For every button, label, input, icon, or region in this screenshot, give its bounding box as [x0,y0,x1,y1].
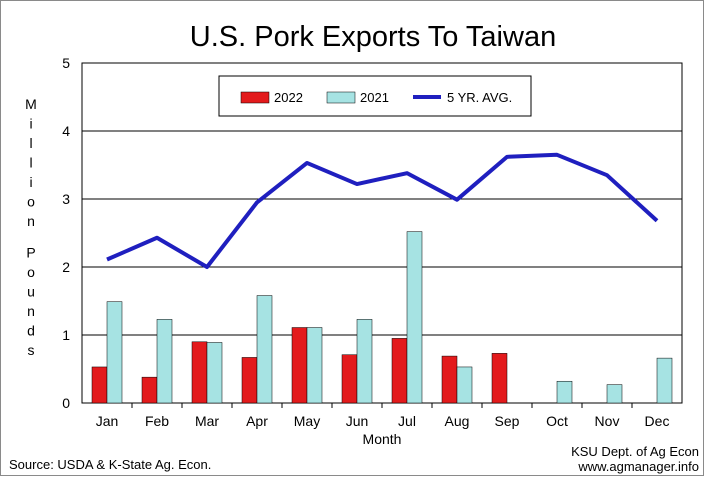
legend-label-2022: 2022 [274,90,303,105]
bar-2021-Mar [206,342,223,404]
x-tick-label: Feb [145,413,169,429]
x-tick-label: Nov [595,413,620,429]
x-tick-label: Mar [195,413,219,429]
bar-2021-Jul [406,231,423,404]
bar-2022-Apr [241,357,258,404]
bar-2021-May [306,327,323,404]
x-tick-label: Jun [346,413,369,429]
legend-swatch-2021 [326,91,356,104]
bar-2021-Oct [556,380,573,404]
y-axis-label-char: o [27,194,35,210]
y-tick-label: 5 [62,55,70,71]
chart-title: U.S. Pork Exports To Taiwan [190,21,556,53]
y-tick-label: 4 [62,123,70,139]
bar-2021-Dec [656,357,673,404]
legend: 2022 2021 5 YR. AVG. [218,75,532,117]
x-tick-label: May [294,413,320,429]
y-tick-label: 3 [62,191,70,207]
y-axis-label-char: P [26,245,35,261]
y-axis-label-char: i [29,116,32,132]
bar-2021-Nov [606,384,623,404]
x-axis-label: Month [363,431,402,447]
bar-2021-Feb [156,319,173,404]
plot-area [81,62,683,404]
bar-2021-Jan [106,301,123,404]
y-axis-ticks: 0 1 2 3 4 5 [62,55,70,411]
x-tick-label: Jan [96,413,119,429]
legend-label-2021: 2021 [360,90,389,105]
bar-2022-Jul [391,338,408,404]
bar-2022-Sep [491,353,508,404]
credit-line-2: www.agmanager.info [577,459,699,474]
y-tick-label: 0 [62,395,70,411]
x-tick-label: Aug [445,413,470,429]
y-axis-label-char: u [27,284,35,300]
y-axis-label-char: i [29,174,32,190]
bar-2021-Jun [356,319,373,404]
y-axis-label-char: d [27,323,35,339]
legend-box [218,75,532,117]
bar-2022-Aug [441,355,458,404]
bar-2022-Jun [341,354,358,404]
x-tick-label: Sep [495,413,520,429]
bar-2022-Jan [91,366,108,404]
y-axis-label-char: M [25,96,37,112]
bars-layer [91,231,673,404]
legend-swatch-2022 [240,91,270,104]
bar-2022-May [291,327,308,404]
source-note: Source: USDA & K-State Ag. Econ. [9,457,211,472]
line-5yr-avg [106,152,659,269]
bar-2022-Mar [191,341,208,404]
x-tick-label: Jul [398,413,416,429]
x-tick-label: Dec [645,413,670,429]
y-axis-label-char: l [29,135,32,151]
legend-label-5yr-avg: 5 YR. AVG. [447,90,512,105]
gridlines [82,130,682,336]
y-axis-label-char: n [27,303,35,319]
y-axis-label-char: o [27,264,35,280]
y-axis-label-char: l [29,155,32,171]
line-layer [106,152,659,269]
y-axis-label-char: n [27,213,35,229]
bar-2022-Feb [141,376,158,404]
bar-2021-Aug [456,366,473,404]
y-tick-label: 2 [62,259,70,275]
x-axis-ticks: Jan Feb Mar Apr May Jun Jul Aug Sep Oct Nov Dec [96,403,670,429]
x-tick-label: Oct [546,413,568,429]
y-axis-label-char: s [28,342,35,358]
x-tick-label: Apr [246,413,268,429]
bar-2021-Apr [256,295,273,404]
credit-line-1: KSU Dept. of Ag Econ [571,444,699,459]
y-tick-label: 1 [62,327,70,343]
